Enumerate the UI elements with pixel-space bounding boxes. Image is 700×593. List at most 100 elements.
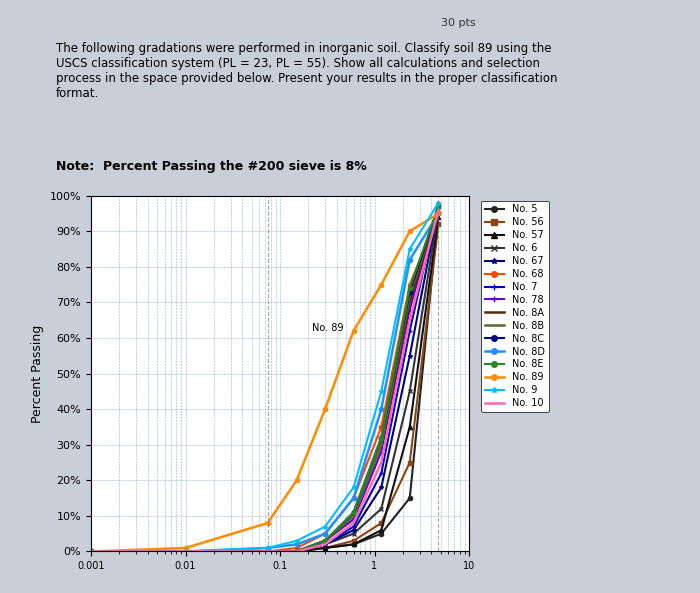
No. 8D [377, 406, 386, 413]
Line: No. 7: No. 7 [89, 200, 440, 554]
Line: No. 5: No. 5 [89, 211, 440, 554]
No. 9 [377, 388, 386, 395]
No. 8A [377, 441, 386, 448]
No. 78 [377, 448, 386, 455]
No. 5 [405, 495, 414, 502]
No. 8D [263, 544, 272, 551]
No. 57 [349, 541, 358, 548]
No. 9 [349, 484, 358, 491]
No. 8A [321, 537, 329, 544]
Line: No. 6: No. 6 [89, 208, 440, 554]
No. 7 [377, 470, 386, 477]
No. 78 [405, 306, 414, 313]
No. 89 [434, 210, 442, 217]
No. 8C [377, 434, 386, 441]
No. 8A [181, 548, 190, 555]
No. 67 [181, 548, 190, 555]
No. 68 [434, 210, 442, 217]
No. 78 [181, 548, 190, 555]
No. 5 [434, 210, 442, 217]
No. 78 [87, 548, 95, 555]
No. 8E [263, 548, 272, 555]
Text: The following gradations were performed in inorganic soil. Classify soil 89 usin: The following gradations were performed … [56, 42, 557, 100]
No. 8A [87, 548, 95, 555]
No. 56 [181, 548, 190, 555]
No. 5 [181, 548, 190, 555]
No. 9 [263, 544, 272, 551]
No. 8D [349, 495, 358, 502]
No. 67 [263, 548, 272, 555]
No. 57 [434, 213, 442, 221]
Text: No. 89: No. 89 [312, 323, 344, 333]
No. 89 [181, 544, 190, 551]
Line: No. 8B: No. 8B [91, 206, 438, 551]
No. 57 [377, 527, 386, 534]
No. 8B [434, 203, 442, 210]
Line: No. 68: No. 68 [89, 211, 440, 554]
No. 8B [293, 548, 301, 555]
No. 8B [405, 292, 414, 299]
No. 6 [321, 541, 329, 548]
No. 89 [405, 228, 414, 235]
No. 56 [321, 544, 329, 551]
No. 89 [349, 327, 358, 334]
No. 8C [321, 537, 329, 544]
No. 6 [181, 548, 190, 555]
No. 6 [263, 548, 272, 555]
No. 57 [293, 548, 301, 555]
Line: No. 56: No. 56 [89, 222, 440, 554]
No. 8C [263, 548, 272, 555]
No. 8A [434, 203, 442, 210]
No. 8B [263, 548, 272, 555]
No. 57 [87, 548, 95, 555]
No. 57 [181, 548, 190, 555]
Line: No. 67: No. 67 [89, 204, 440, 554]
No. 89 [377, 281, 386, 288]
No. 7 [349, 523, 358, 530]
No. 8E [321, 537, 329, 544]
No. 78 [434, 203, 442, 210]
No. 8D [321, 530, 329, 537]
No. 8D [87, 548, 95, 555]
No. 56 [263, 548, 272, 555]
No. 67 [87, 548, 95, 555]
No. 8B [321, 537, 329, 544]
No. 10 [434, 206, 442, 213]
No. 6 [405, 388, 414, 395]
No. 89 [321, 406, 329, 413]
No. 7 [87, 548, 95, 555]
No. 8E [349, 509, 358, 516]
No. 68 [293, 544, 301, 551]
No. 89 [293, 477, 301, 484]
No. 8C [434, 203, 442, 210]
No. 8E [293, 548, 301, 555]
No. 67 [321, 541, 329, 548]
No. 78 [263, 548, 272, 555]
No. 10 [349, 519, 358, 527]
No. 67 [434, 203, 442, 210]
No. 8A [349, 512, 358, 519]
No. 89 [87, 548, 95, 555]
No. 68 [321, 530, 329, 537]
No. 5 [87, 548, 95, 555]
No. 6 [87, 548, 95, 555]
No. 7 [405, 327, 414, 334]
No. 68 [181, 548, 190, 555]
No. 78 [349, 516, 358, 523]
No. 57 [263, 548, 272, 555]
Text: Note:  Percent Passing the #200 sieve is 8%: Note: Percent Passing the #200 sieve is … [56, 160, 367, 173]
Text: 30 pts: 30 pts [441, 18, 475, 28]
No. 7 [263, 548, 272, 555]
No. 8A [293, 548, 301, 555]
No. 5 [263, 548, 272, 555]
No. 78 [293, 548, 301, 555]
No. 5 [377, 530, 386, 537]
No. 78 [321, 537, 329, 544]
No. 8B [181, 548, 190, 555]
No. 68 [263, 548, 272, 555]
No. 68 [349, 495, 358, 502]
No. 57 [321, 544, 329, 551]
No. 8D [405, 256, 414, 263]
No. 68 [87, 548, 95, 555]
No. 8C [293, 548, 301, 555]
